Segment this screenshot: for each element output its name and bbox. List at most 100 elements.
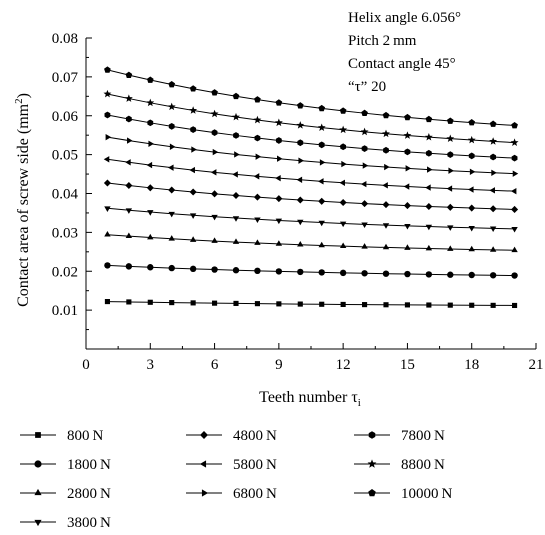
- legend-marker: [35, 432, 41, 438]
- y-tick-label: 0.06: [52, 109, 79, 125]
- data-point: [104, 111, 111, 119]
- data-point: [211, 190, 219, 198]
- data-point: [255, 153, 262, 160]
- data-point: [318, 141, 325, 149]
- annotation-block: Helix angle 6.056° Pitch 2 mm Contact angl…: [348, 10, 461, 95]
- data-point: [254, 134, 261, 142]
- data-point: [468, 271, 475, 279]
- data-point: [339, 179, 345, 186]
- series-8: [103, 89, 519, 146]
- data-point: [317, 123, 326, 131]
- data-point: [296, 102, 304, 109]
- data-point: [168, 122, 175, 130]
- data-point: [232, 192, 240, 200]
- legend-marker: [367, 459, 377, 468]
- data-point: [425, 149, 432, 157]
- data-point: [296, 121, 305, 129]
- data-point: [447, 225, 454, 231]
- y-axis-label: Contact area of screw side (mm2): [13, 93, 32, 307]
- data-point: [403, 202, 411, 210]
- y-tick-label: 0.04: [52, 187, 79, 203]
- data-point: [253, 115, 262, 124]
- data-point: [146, 76, 154, 83]
- data-point: [189, 265, 197, 273]
- data-point: [510, 187, 517, 195]
- legend-label: 6800 N: [233, 486, 277, 502]
- data-point: [361, 243, 368, 249]
- data-point: [405, 165, 412, 172]
- data-point: [275, 218, 283, 225]
- data-point: [489, 137, 498, 145]
- data-point: [297, 219, 304, 226]
- data-point: [254, 267, 261, 275]
- data-point: [168, 164, 174, 171]
- data-point: [189, 188, 197, 196]
- data-point: [210, 109, 219, 118]
- series-5: [103, 156, 517, 195]
- data-point: [489, 246, 497, 252]
- data-point: [254, 239, 261, 245]
- data-point: [275, 99, 283, 106]
- data-point: [191, 146, 197, 153]
- data-point: [318, 104, 326, 112]
- data-point: [189, 85, 197, 92]
- data-point: [146, 184, 154, 192]
- series-line: [107, 301, 515, 306]
- data-point: [491, 169, 497, 176]
- data-point: [468, 225, 475, 232]
- data-point: [424, 132, 433, 141]
- data-point: [510, 138, 519, 146]
- data-point: [446, 185, 453, 192]
- series-4: [103, 179, 519, 213]
- data-point: [341, 160, 347, 168]
- y-tick-label: 0.08: [52, 31, 78, 47]
- legend-item: 5800 N: [186, 457, 277, 473]
- data-point: [447, 302, 453, 308]
- annotation-line: Helix angle 6.056°: [348, 10, 461, 26]
- series-1: [104, 262, 518, 279]
- data-point: [404, 270, 411, 278]
- data-point: [103, 179, 111, 187]
- data-point: [490, 302, 496, 308]
- data-point: [296, 176, 303, 183]
- data-point: [168, 186, 176, 194]
- data-point: [361, 270, 368, 277]
- data-point: [189, 166, 195, 174]
- data-point: [253, 173, 260, 180]
- data-point: [275, 174, 281, 182]
- data-point: [427, 166, 433, 173]
- data-point: [404, 244, 411, 250]
- legend-marker: [34, 488, 42, 496]
- data-point: [489, 187, 495, 194]
- data-point: [340, 301, 346, 307]
- data-point: [511, 154, 518, 162]
- data-point: [469, 168, 476, 175]
- data-point: [512, 170, 519, 177]
- data-point: [168, 264, 175, 272]
- data-point: [489, 120, 497, 127]
- data-point: [382, 243, 390, 250]
- y-tick-label: 0.07: [52, 70, 79, 86]
- data-point: [468, 119, 476, 126]
- series-line: [107, 207, 515, 230]
- data-point: [382, 111, 390, 119]
- legend-label: 10000 N: [401, 486, 453, 502]
- data-point: [125, 181, 133, 190]
- data-point: [104, 299, 110, 305]
- data-point: [511, 205, 519, 213]
- legend-item: 8800 N: [354, 457, 445, 473]
- series-line: [107, 182, 515, 210]
- x-tick-label: 9: [275, 357, 283, 373]
- x-tick-label: 0: [82, 357, 90, 373]
- data-point: [403, 183, 410, 190]
- legend-marker: [34, 519, 42, 527]
- data-point: [169, 143, 176, 150]
- data-point: [404, 224, 411, 230]
- data-point: [404, 302, 410, 308]
- data-point: [468, 245, 475, 252]
- data-point: [340, 143, 347, 151]
- data-point: [254, 301, 260, 307]
- data-point: [318, 178, 324, 185]
- series-9: [104, 66, 518, 129]
- data-point: [511, 246, 518, 253]
